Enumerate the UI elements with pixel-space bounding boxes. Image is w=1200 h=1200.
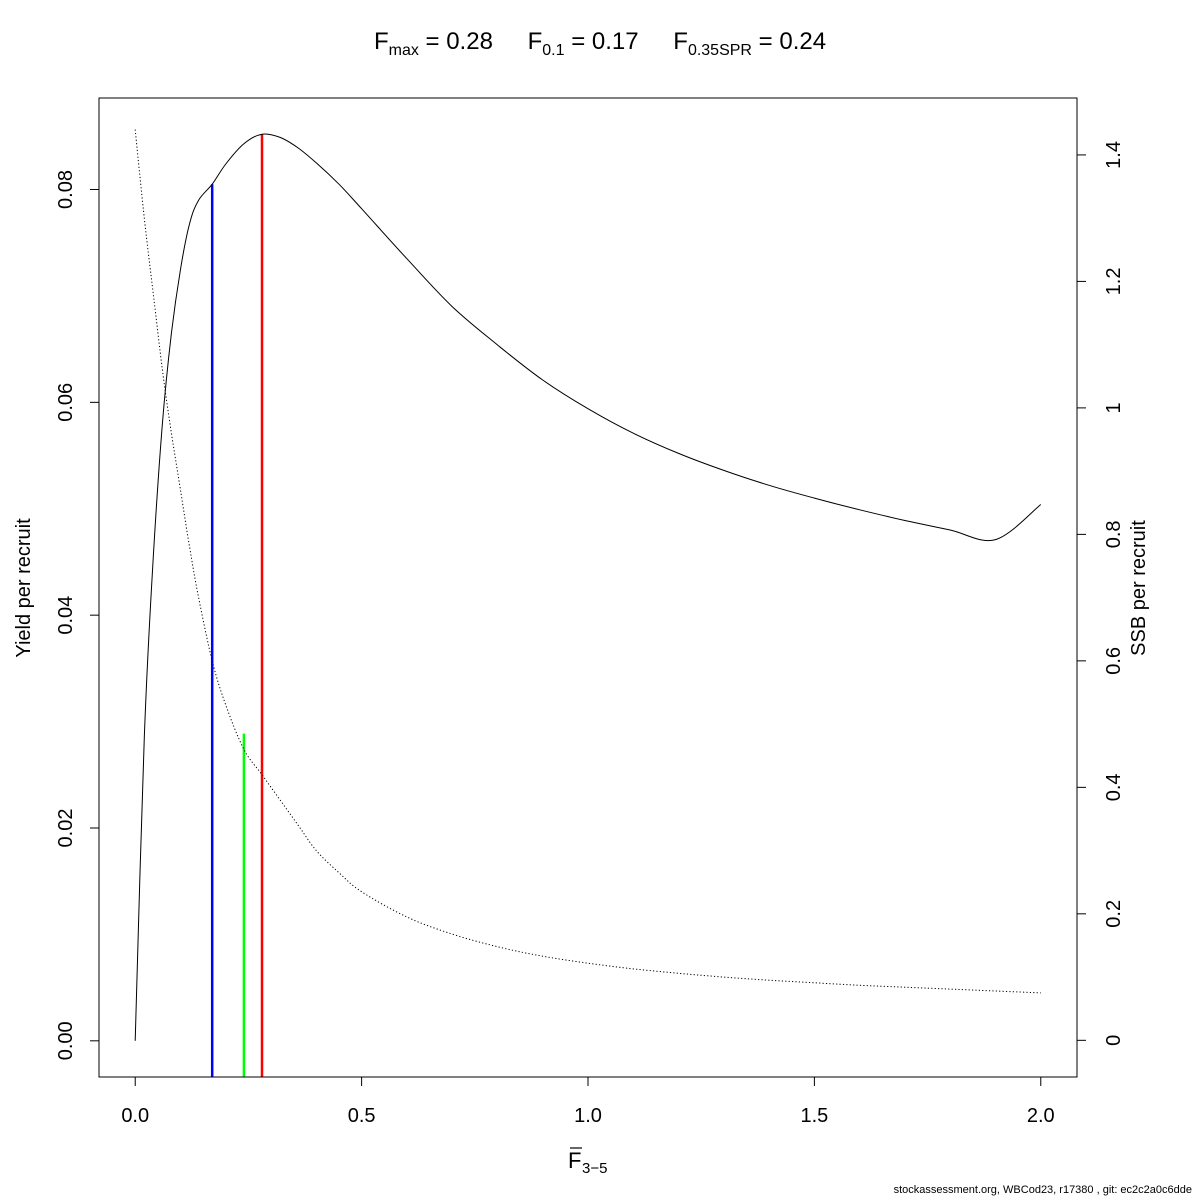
x-axis: 0.0 0.5 1.0 1.5 2.0 — [121, 1076, 1055, 1127]
y-left-tick-label: 0.06 — [55, 383, 77, 422]
title-term-fmax: Fmax = 0.28 — [373, 28, 493, 59]
x-tick-label: 1.5 — [800, 1105, 828, 1127]
title-term-f035spr: F0.35SPR = 0.24 — [673, 28, 827, 59]
y-right-tick-label: 1.4 — [1103, 141, 1125, 169]
y-left-tick-label: 0.00 — [55, 1021, 77, 1060]
ssb-per-recruit-line — [134, 129, 1041, 994]
y-right-axis: 0 0.2 0.4 0.6 0.8 1 1.2 1.4 — [1077, 141, 1125, 1046]
y-right-tick-label: 0 — [1103, 1035, 1125, 1046]
y-left-axis-label: Yield per recruit — [13, 518, 35, 658]
series-layer — [134, 129, 1042, 1041]
y-left-axis: 0.00 0.02 0.04 0.06 0.08 — [55, 170, 99, 1060]
chart-title: Fmax = 0.28 F0.1 = 0.17 F0.35SPR = 0.24 — [0, 28, 1200, 60]
x-axis-label-sub: 3−5 — [582, 1160, 607, 1177]
y-right-tick-label: 1 — [1103, 402, 1125, 413]
x-tick-label: 0.0 — [121, 1105, 149, 1127]
y-left-tick-label: 0.02 — [55, 809, 77, 848]
y-right-tick-label: 1.2 — [1103, 267, 1125, 295]
x-axis-label: F 3−5 — [568, 1147, 607, 1177]
x-tick-label: 1.0 — [574, 1105, 602, 1127]
plot-frame — [98, 97, 1078, 1078]
x-axis-label-symbol: F — [568, 1148, 581, 1173]
y-left-tick-label: 0.08 — [55, 170, 77, 209]
y-right-axis-label: SSB per recruit — [1128, 520, 1150, 656]
title-term-f01: F0.1 = 0.17 — [527, 28, 639, 59]
y-right-tick-label: 0.4 — [1103, 773, 1125, 801]
x-tick-label: 2.0 — [1027, 1105, 1055, 1127]
y-right-tick-label: 0.8 — [1103, 520, 1125, 548]
y-left-tick-label: 0.04 — [55, 596, 77, 635]
x-tick-label: 0.5 — [348, 1105, 376, 1127]
reference-lines — [210, 134, 264, 1077]
footer-credit: stockassessment.org, WBCod23, r17380 , g… — [893, 1184, 1192, 1196]
y-right-tick-label: 0.6 — [1103, 647, 1125, 675]
yield-per-recruit-line — [134, 133, 1042, 1041]
y-right-tick-label: 0.2 — [1103, 900, 1125, 928]
